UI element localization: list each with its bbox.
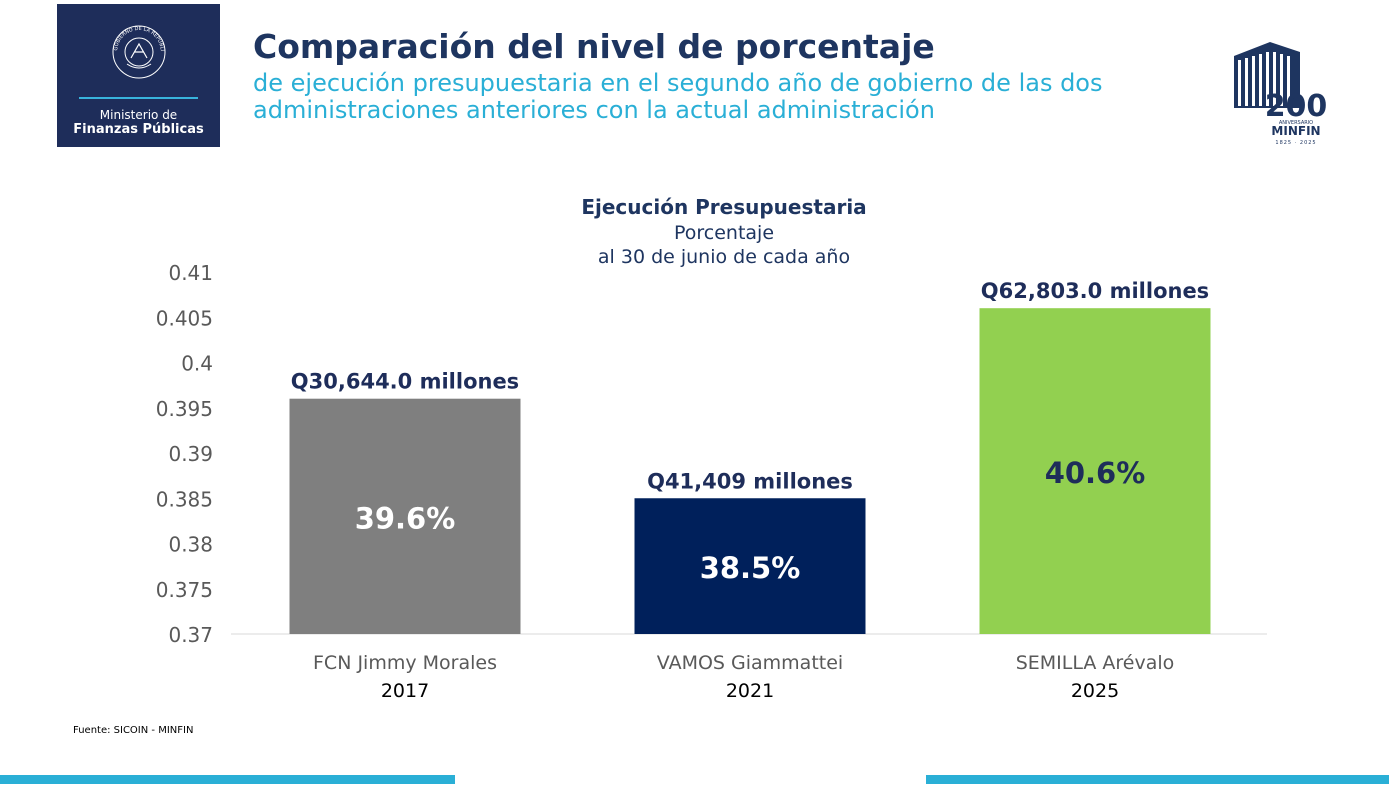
bar-amount-label: Q62,803.0 millones (981, 279, 1209, 303)
y-tick-label: 0.4 (181, 352, 213, 376)
logo-line-1: Ministerio de (99, 108, 178, 122)
source-note: Fuente: SICOIN - MINFIN (73, 725, 193, 736)
logo-separator (79, 97, 198, 99)
x-year-label: 2025 (1071, 680, 1119, 702)
building-icon (1234, 42, 1300, 108)
x-category-label: SEMILLA Arévalo (1016, 652, 1175, 674)
minfin-logo: GOBIERNO DE LA REPÚBLICA · GUATEMALA · M… (57, 4, 220, 147)
x-category-label: VAMOS Giammattei (657, 652, 843, 674)
chart-subtitle-1: Porcentaje (674, 222, 774, 244)
chart-subtitle-2: al 30 de junio de cada año (598, 246, 850, 268)
bar-value-label: 40.6% (1045, 456, 1146, 490)
bar-value-label: 39.6% (355, 501, 456, 535)
coat-of-arms-icon: GOBIERNO DE LA REPÚBLICA · GUATEMALA · (107, 18, 166, 79)
chart-title: Ejecución Presupuestaria (581, 195, 866, 219)
x-year-label: 2021 (726, 680, 774, 702)
x-year-label: 2017 (381, 680, 429, 702)
y-tick-label: 0.37 (168, 623, 213, 647)
x-category-label: FCN Jimmy Morales (313, 652, 497, 674)
bar-amount-label: Q30,644.0 millones (291, 370, 519, 394)
y-tick-label: 0.405 (156, 306, 213, 330)
badge-name: MINFIN (1271, 124, 1320, 138)
x-axis-labels: FCN Jimmy Morales 2017 VAMOS Giammattei 202… (313, 652, 1174, 702)
bars: Q30,644.0 millones 39.6% Q41,409 millones 3… (289, 279, 1211, 634)
bar-2 (634, 498, 866, 634)
badge-number: 200 (1265, 89, 1328, 124)
y-tick-label: 0.395 (156, 397, 213, 421)
y-tick-label: 0.38 (168, 533, 213, 557)
minfin-200-badge: 200 ANIVERSARIO MINFIN 1825 · 2025 (1234, 42, 1328, 146)
page-title: Comparación del nivel de porcentaje (253, 27, 935, 66)
badge-label: ANIVERSARIO (1279, 120, 1313, 126)
y-tick-label: 0.39 (168, 442, 213, 466)
bar-amount-label: Q41,409 millones (647, 469, 853, 493)
bottom-accent-left (0, 775, 455, 784)
y-tick-label: 0.41 (168, 261, 213, 285)
y-tick-label: 0.385 (156, 487, 213, 511)
bar-value-label: 38.5% (700, 551, 801, 585)
bar-1 (289, 398, 521, 634)
y-tick-label: 0.375 (156, 578, 213, 602)
y-axis: 0.37 0.375 0.38 0.385 0.39 0.395 0.4 0.405 0.41 (156, 261, 213, 647)
bottom-accent-right (926, 775, 1389, 784)
bar-3 (979, 308, 1211, 634)
badge-years: 1825 · 2025 (1275, 140, 1316, 146)
logo-line-2: Finanzas Públicas (73, 122, 204, 137)
page-subtitle: de ejecución presupuestaria en el segund… (253, 69, 1103, 124)
